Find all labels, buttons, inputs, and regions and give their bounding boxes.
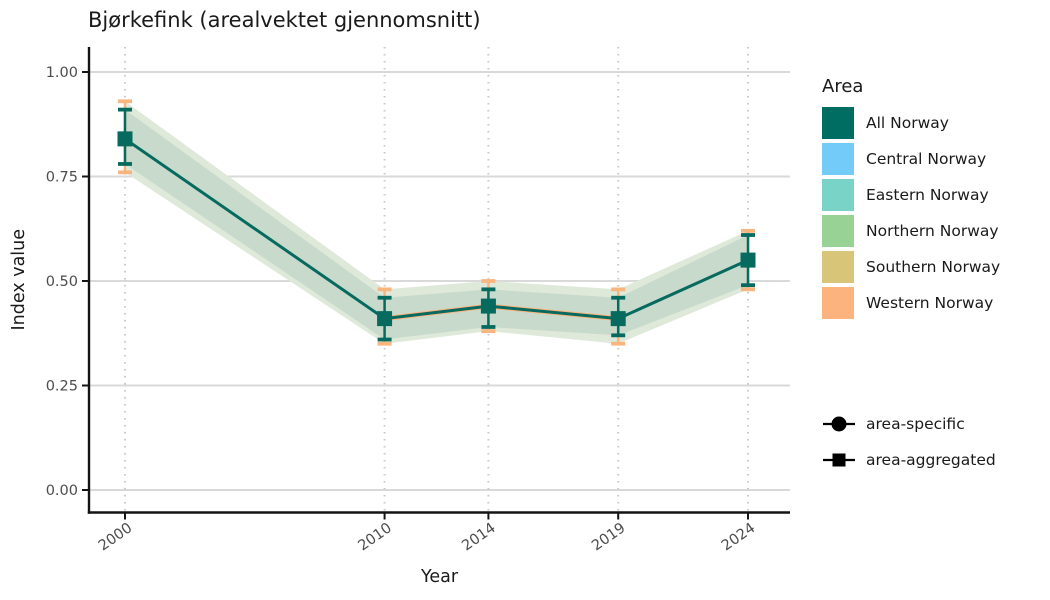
x-tick-label: 2010 <box>355 520 394 554</box>
legend-item-eastern-norway: Eastern Norway <box>822 179 1000 211</box>
legend-item-label: Southern Norway <box>866 258 1001 276</box>
y-tick-label: 0.50 <box>46 274 78 290</box>
square-marker-icon <box>823 453 855 467</box>
legend-item-western-norway: Western Norway <box>822 287 1000 319</box>
legend-item-label: area-specific <box>866 415 965 433</box>
color-swatch-icon <box>822 107 854 139</box>
data-point-marker <box>480 298 496 314</box>
legend-item-southern-norway: Southern Norway <box>822 251 1000 283</box>
legend-item-central-norway: Central Norway <box>822 143 1000 175</box>
legend-item-label: area-aggregated <box>866 451 996 469</box>
chart-title: Bjørkefink (arealvektet gjennomsnitt) <box>88 8 481 32</box>
confidence-ribbon-inner <box>125 109 748 340</box>
legend-item-label: All Norway <box>866 114 949 132</box>
y-tick-label: 1.00 <box>46 65 78 81</box>
legend-area: Area All Norway Central Norway Eastern N… <box>822 76 1000 323</box>
x-tick-label: 2019 <box>589 520 628 554</box>
legend-shapes: area-specific area-aggregated <box>822 412 996 484</box>
color-swatch-icon <box>822 287 854 319</box>
x-tick-label: 2000 <box>96 520 135 554</box>
y-tick-label: 0.00 <box>46 483 78 499</box>
data-point-marker <box>740 252 756 268</box>
data-point-marker <box>377 311 393 327</box>
legend-item-label: Western Norway <box>866 294 994 312</box>
color-swatch-icon <box>822 143 854 175</box>
legend-item-label: Eastern Norway <box>866 186 989 204</box>
legend-item-northern-norway: Northern Norway <box>822 215 1000 247</box>
legend-item-label: Central Norway <box>866 150 987 168</box>
color-swatch-icon <box>822 215 854 247</box>
legend-item-all-norway: All Norway <box>822 107 1000 139</box>
legend-item-label: Northern Norway <box>866 222 999 240</box>
color-swatch-icon <box>822 251 854 283</box>
y-axis-title: Index value <box>9 229 29 331</box>
legend-item-area-aggregated: area-aggregated <box>822 448 996 472</box>
x-tick-label: 2024 <box>719 520 758 554</box>
y-tick-label: 0.75 <box>46 170 78 186</box>
data-point-marker <box>117 131 133 147</box>
data-point-marker <box>610 311 626 327</box>
color-swatch-icon <box>822 179 854 211</box>
x-tick-label: 2014 <box>459 520 498 554</box>
circle-marker-icon <box>823 416 855 432</box>
x-axis-title: Year <box>420 567 459 587</box>
legend-area-title: Area <box>822 76 864 97</box>
legend-item-area-specific: area-specific <box>822 412 996 436</box>
y-tick-label: 0.25 <box>46 379 78 395</box>
